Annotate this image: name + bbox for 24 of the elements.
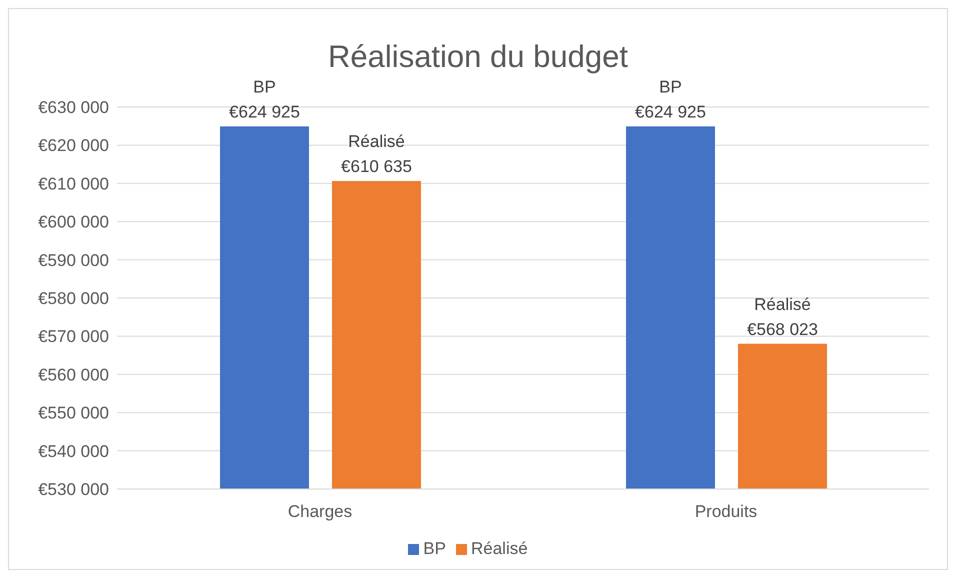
data-label: €624 925 (229, 102, 300, 122)
data-label: €568 023 (747, 320, 818, 339)
y-tick-label: €600 000 (38, 212, 109, 232)
y-tick-label: €580 000 (38, 289, 109, 308)
y-tick-label: €560 000 (38, 365, 109, 384)
y-tick-label: €570 000 (38, 327, 109, 346)
text: Réalisé (348, 132, 405, 151)
y-tick-label: €550 000 (38, 404, 109, 423)
x-tick-label: Produits (694, 502, 758, 522)
y-tick-label: €590 000 (38, 250, 109, 270)
legend-label: Réalisé (470, 539, 528, 558)
y-tick-label: €530 000 (38, 480, 109, 500)
legend-label: BP (423, 539, 446, 558)
text: Réalisé (754, 294, 811, 314)
data-label: €610 635 (341, 156, 412, 176)
y-tick-label: €630 000 (38, 98, 109, 118)
text: BP (253, 77, 276, 96)
x-tick-label: Charges (288, 502, 352, 522)
y-tick-label: €540 000 (38, 442, 109, 461)
y-tick-label: €610 000 (38, 174, 109, 194)
y-tick-label: €620 000 (38, 136, 109, 156)
chart-title: Réalisation du budget (327, 39, 629, 75)
data-label: €624 925 (635, 102, 706, 122)
text: BP (659, 77, 682, 96)
